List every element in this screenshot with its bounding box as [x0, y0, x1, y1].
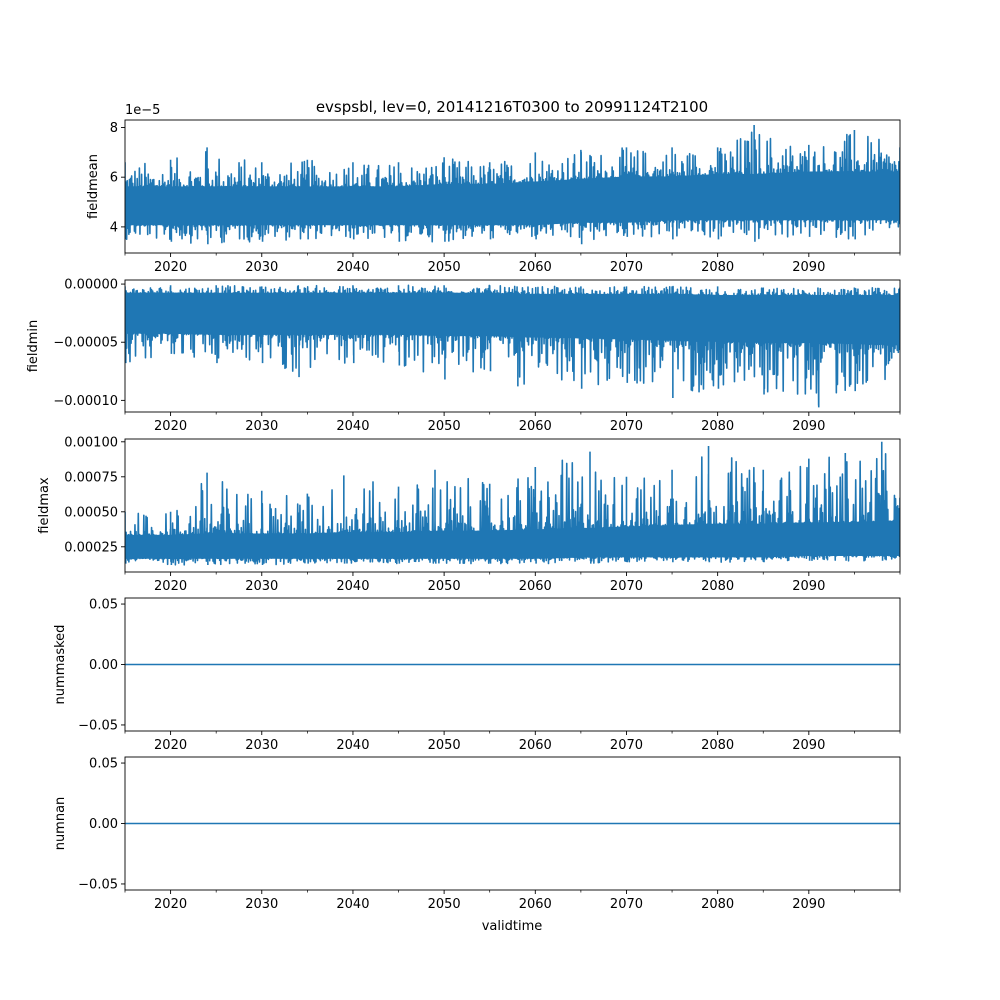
- y-tick-label: 0.00100: [64, 435, 118, 450]
- y-offset-text: 1e−5: [125, 103, 160, 118]
- chart-title: evspsbl, lev=0, 20141216T0300 to 2099112…: [316, 98, 708, 116]
- x-tick-label: 2040: [336, 260, 369, 275]
- x-tick-label: 2090: [792, 260, 825, 275]
- x-tick-label: 2090: [792, 579, 825, 594]
- x-tick-label: 2040: [336, 738, 369, 753]
- x-tick-label: 2060: [519, 738, 552, 753]
- x-tick-label: 2060: [519, 260, 552, 275]
- x-tick-label: 2040: [336, 579, 369, 594]
- y-tick-label: −0.00010: [53, 394, 118, 409]
- x-tick-label: 2030: [245, 738, 278, 753]
- y-tick-label: 0.00000: [64, 278, 118, 293]
- x-tick-label: 2020: [154, 897, 187, 912]
- y-axis-label: fieldmax: [37, 477, 52, 534]
- panel-fieldmean: 4 6 8 1e−5 fieldmean 2020 2030 2040 2050 2060 2070…: [86, 103, 901, 275]
- y-tick-label: −0.05: [78, 718, 118, 733]
- y-tick-label: 0.00: [89, 658, 118, 673]
- x-tick-label: 2050: [428, 738, 461, 753]
- x-tick-label: 2070: [610, 579, 643, 594]
- y-tick-label: 0.00: [89, 817, 118, 832]
- y-tick-label: −0.00005: [53, 336, 118, 351]
- y-axis-label: nummasked: [53, 625, 68, 705]
- panel-numnan: −0.05 0.00 0.05 numnan 2020 2030 2040 2050 2060 2…: [53, 757, 901, 912]
- x-tick-label: 2030: [245, 897, 278, 912]
- x-tick-label: 2060: [519, 897, 552, 912]
- panel-fieldmax: 0.00025 0.00050 0.00075 0.00100 fieldmax 2020…: [37, 435, 901, 594]
- series-line-fieldmax: [125, 441, 900, 566]
- x-tick-label: 2020: [154, 738, 187, 753]
- x-axis-label: validtime: [482, 919, 543, 934]
- x-tick-label: 2070: [610, 897, 643, 912]
- x-tick-label: 2080: [701, 419, 734, 434]
- x-tick-label: 2060: [519, 579, 552, 594]
- x-tick-label: 2050: [428, 579, 461, 594]
- panels: 4 6 8 1e−5 fieldmean 2020 2030 2040 2050 2060 2070…: [26, 103, 901, 912]
- y-tick-label: −0.05: [78, 877, 118, 892]
- x-tick-label: 2020: [154, 260, 187, 275]
- x-tick-label: 2090: [792, 419, 825, 434]
- y-tick-label: 0.00075: [64, 470, 118, 485]
- x-tick-label: 2020: [154, 579, 187, 594]
- y-tick-label: 0.05: [89, 598, 118, 613]
- x-tick-label: 2080: [701, 260, 734, 275]
- x-tick-label: 2070: [610, 738, 643, 753]
- y-axis-label: numnan: [53, 797, 68, 851]
- x-tick-label: 2060: [519, 419, 552, 434]
- y-tick-label: 0.00025: [64, 540, 118, 555]
- y-tick-label: 0.00050: [64, 505, 118, 520]
- x-tick-label: 2050: [428, 260, 461, 275]
- axes-frame-fieldmin: [124, 279, 901, 413]
- panel-fieldmin: 0.00000 −0.00005 −0.00010 fieldmin 2020 2030 2…: [26, 278, 901, 434]
- series-line-fieldmean: [125, 124, 900, 245]
- x-tick-label: 2030: [245, 579, 278, 594]
- axes-frame-fieldmean: [124, 119, 901, 254]
- x-tick-label: 2030: [245, 260, 278, 275]
- x-tick-label: 2070: [610, 419, 643, 434]
- x-tick-label: 2050: [428, 419, 461, 434]
- axes-frame-fieldmax: [124, 438, 901, 573]
- y-axis-label: fieldmin: [26, 320, 41, 373]
- panel-nummasked: −0.05 0.00 0.05 nummasked 2020 2030 2040 2050 20…: [53, 598, 901, 753]
- x-tick-label: 2030: [245, 419, 278, 434]
- x-tick-label: 2080: [701, 579, 734, 594]
- x-tick-label: 2070: [610, 260, 643, 275]
- x-tick-label: 2020: [154, 419, 187, 434]
- x-tick-label: 2040: [336, 419, 369, 434]
- y-tick-label: 4: [110, 220, 118, 235]
- series-line-fieldmin: [125, 284, 900, 408]
- x-tick-label: 2040: [336, 897, 369, 912]
- y-axis-label: fieldmean: [86, 154, 101, 219]
- x-tick-label: 2090: [792, 738, 825, 753]
- x-tick-label: 2080: [701, 897, 734, 912]
- x-tick-label: 2080: [701, 738, 734, 753]
- x-tick-label: 2050: [428, 897, 461, 912]
- x-tick-label: 2090: [792, 897, 825, 912]
- y-tick-label: 8: [110, 121, 118, 136]
- y-tick-label: 0.05: [89, 757, 118, 772]
- y-tick-label: 6: [110, 171, 118, 186]
